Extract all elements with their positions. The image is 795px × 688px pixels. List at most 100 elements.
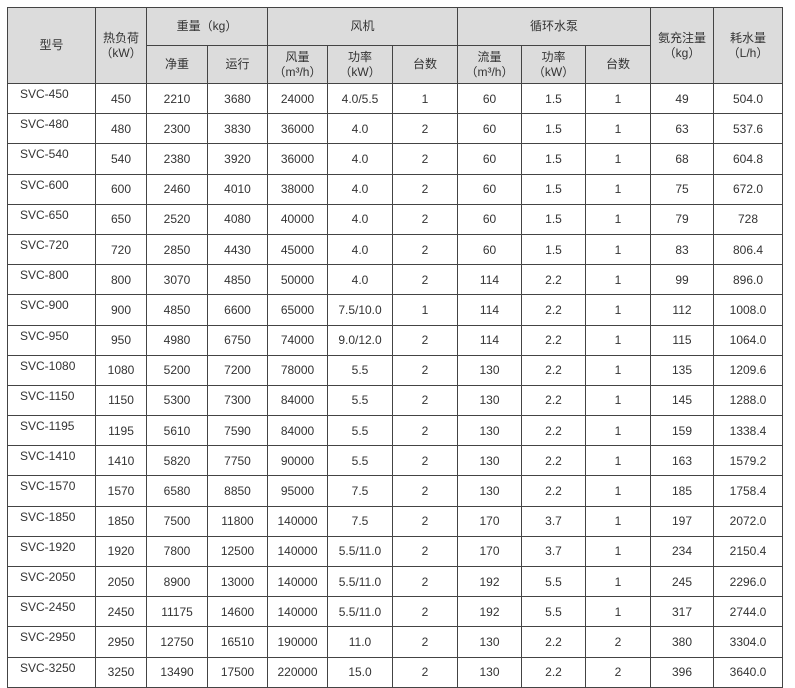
cell-fan-power: 15.0 — [327, 656, 393, 688]
cell-fan-qty: 2 — [392, 203, 458, 235]
cell-pump-power: 2.2 — [521, 415, 586, 447]
cell-pump-qty: 1 — [585, 82, 651, 115]
cell-model: SVC-3250 — [7, 656, 96, 688]
cell-ammonia-charge: 75 — [650, 173, 714, 205]
cell-pump-power: 2.2 — [521, 656, 586, 688]
header-fan-airflow: 风量 （m³/h） — [267, 45, 328, 84]
cell-net-weight: 6580 — [146, 475, 208, 507]
cell-pump-flow: 192 — [457, 565, 522, 598]
cell-pump-flow: 114 — [457, 294, 522, 326]
cell-fan-qty: 2 — [392, 324, 458, 356]
cell-fan-qty: 2 — [392, 565, 458, 598]
cell-operating-weight: 6750 — [207, 324, 268, 356]
cell-net-weight: 12750 — [146, 626, 208, 658]
cell-heat-load: 600 — [95, 173, 147, 205]
cell-fan-power: 5.5/11.0 — [327, 596, 393, 628]
cell-model: SVC-540 — [7, 143, 96, 175]
cell-pump-power: 2.2 — [521, 294, 586, 326]
cell-water-consumption: 1008.0 — [713, 294, 783, 326]
cell-fan-power: 4.0 — [327, 233, 393, 266]
table-row: SVC-3250 3250 13490 17500 220000 15.0 2 130 2.2 2… — [7, 656, 783, 688]
cell-model: SVC-720 — [7, 233, 96, 266]
cell-water-consumption: 2150.4 — [713, 535, 783, 568]
cell-model: SVC-950 — [7, 324, 96, 356]
cell-operating-weight: 3680 — [207, 82, 268, 115]
cell-water-consumption: 3640.0 — [713, 656, 783, 688]
cell-fan-airflow: 36000 — [267, 113, 328, 145]
cell-water-consumption: 3304.0 — [713, 626, 783, 658]
cell-water-consumption: 728 — [713, 203, 783, 235]
cell-pump-qty: 1 — [585, 113, 651, 145]
cell-heat-load: 1410 — [95, 445, 147, 477]
cell-pump-power: 2.2 — [521, 445, 586, 477]
cell-ammonia-charge: 83 — [650, 233, 714, 266]
cell-fan-qty: 2 — [392, 264, 458, 296]
header-unit: （kW） — [339, 64, 381, 79]
cell-pump-power: 1.5 — [521, 143, 586, 175]
header-pump-power: 功率 （kW） — [521, 45, 586, 84]
cell-fan-power: 4.0 — [327, 264, 393, 296]
table-row: SVC-2450 2450 11175 14600 140000 5.5/11.0 2 192… — [7, 596, 783, 628]
header-unit: （L/h） — [727, 45, 769, 60]
cell-net-weight: 5820 — [146, 445, 208, 477]
header-label: 功率 — [541, 49, 566, 64]
cell-heat-load: 2950 — [95, 626, 147, 658]
cell-pump-qty: 1 — [585, 415, 651, 447]
cell-operating-weight: 13000 — [207, 565, 268, 598]
cell-water-consumption: 2072.0 — [713, 505, 783, 537]
cell-ammonia-charge: 79 — [650, 203, 714, 235]
cell-pump-flow: 130 — [457, 626, 522, 658]
cell-fan-power: 4.0 — [327, 143, 393, 175]
cell-fan-airflow: 36000 — [267, 143, 328, 175]
cell-pump-flow: 170 — [457, 505, 522, 537]
cell-model: SVC-2050 — [7, 565, 96, 598]
cell-fan-airflow: 190000 — [267, 626, 328, 658]
cell-ammonia-charge: 197 — [650, 505, 714, 537]
cell-pump-power: 2.2 — [521, 324, 586, 356]
cell-water-consumption: 2296.0 — [713, 565, 783, 598]
cell-heat-load: 950 — [95, 324, 147, 356]
cell-pump-qty: 1 — [585, 475, 651, 507]
cell-fan-qty: 1 — [392, 294, 458, 326]
cell-ammonia-charge: 396 — [650, 656, 714, 688]
cell-fan-airflow: 45000 — [267, 233, 328, 266]
cell-net-weight: 2210 — [146, 82, 208, 115]
cell-pump-flow: 60 — [457, 203, 522, 235]
cell-fan-airflow: 90000 — [267, 445, 328, 477]
cell-pump-qty: 1 — [585, 384, 651, 417]
cell-ammonia-charge: 317 — [650, 596, 714, 628]
header-fan-power: 功率 （kW） — [327, 45, 393, 84]
cell-fan-power: 5.5 — [327, 445, 393, 477]
cell-model: SVC-1920 — [7, 535, 96, 568]
cell-model: SVC-2450 — [7, 596, 96, 628]
cell-fan-airflow: 140000 — [267, 596, 328, 628]
cell-fan-power: 4.0 — [327, 173, 393, 205]
cell-net-weight: 3070 — [146, 264, 208, 296]
cell-pump-qty: 1 — [585, 445, 651, 477]
cell-pump-flow: 60 — [457, 113, 522, 145]
cell-ammonia-charge: 112 — [650, 294, 714, 326]
cell-net-weight: 2460 — [146, 173, 208, 205]
cell-net-weight: 2380 — [146, 143, 208, 175]
cell-fan-qty: 1 — [392, 82, 458, 115]
cell-operating-weight: 7200 — [207, 354, 268, 386]
header-label: 氨充注量 — [657, 30, 706, 45]
table-row: SVC-900 900 4850 6600 65000 7.5/10.0 1 114 2.2 1 1… — [7, 294, 783, 326]
cell-model: SVC-480 — [7, 113, 96, 145]
cell-pump-qty: 2 — [585, 656, 651, 688]
cell-fan-power: 4.0 — [327, 113, 393, 145]
cell-pump-power: 2.2 — [521, 626, 586, 658]
cell-fan-airflow: 84000 — [267, 415, 328, 447]
cell-water-consumption: 1338.4 — [713, 415, 783, 447]
cell-fan-qty: 2 — [392, 143, 458, 175]
header-heat-load: 热负荷 （kW） — [95, 7, 147, 84]
cell-net-weight: 4980 — [146, 324, 208, 356]
cell-fan-airflow: 38000 — [267, 173, 328, 205]
header-fan: 风机 — [267, 7, 458, 46]
table-row: SVC-950 950 4980 6750 74000 9.0/12.0 2 114 2.2 1 1… — [7, 324, 783, 356]
cell-net-weight: 7500 — [146, 505, 208, 537]
cell-fan-power: 4.0 — [327, 203, 393, 235]
cell-pump-flow: 130 — [457, 656, 522, 688]
cell-ammonia-charge: 135 — [650, 354, 714, 386]
cell-heat-load: 1080 — [95, 354, 147, 386]
